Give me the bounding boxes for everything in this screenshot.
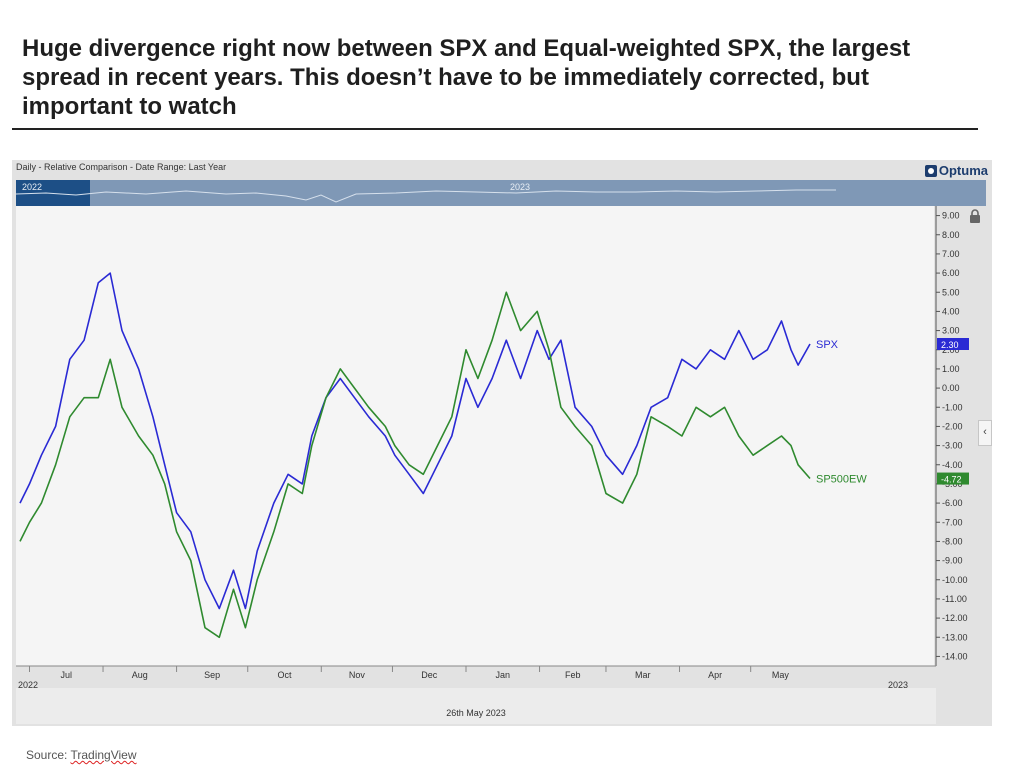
brand-label: Optuma xyxy=(938,163,988,178)
last-value-badge xyxy=(937,338,969,350)
date-footer: 26th May 2023 xyxy=(16,688,936,724)
navigator-year-left: 2022 xyxy=(22,182,43,192)
series-name-label: SPX xyxy=(816,339,839,351)
lock-icon[interactable] xyxy=(968,208,982,224)
y-tick-label: -9.00 xyxy=(942,556,963,566)
date-caption: 26th May 2023 xyxy=(446,708,506,718)
navigator-year-mid: 2023 xyxy=(510,182,531,192)
y-tick-label: 3.00 xyxy=(942,326,960,336)
chevron-left-icon[interactable]: ‹ xyxy=(978,420,992,446)
x-tick-label: Oct xyxy=(278,670,293,680)
last-value-label: -4.72 xyxy=(941,475,962,485)
x-tick-label: Jan xyxy=(496,670,511,680)
last-value-badge xyxy=(937,472,969,485)
relative-comparison-plot: 9.008.007.006.005.004.003.002.001.000.00… xyxy=(16,206,969,688)
source-prefix: Source: xyxy=(26,748,71,762)
y-tick-label: -10.00 xyxy=(942,575,968,585)
chart-panel: Daily - Relative Comparison - Date Range… xyxy=(12,160,992,726)
y-tick-label: -2.00 xyxy=(942,421,963,431)
y-tick-label: -12.00 xyxy=(942,613,968,623)
source-link[interactable]: TradingView xyxy=(70,748,137,762)
y-tick-label: 6.00 xyxy=(942,268,960,278)
y-tick-label: -13.00 xyxy=(942,632,968,642)
y-tick-label: -4.00 xyxy=(942,460,963,470)
last-value-label: 2.30 xyxy=(941,340,959,350)
x-year-label: 2022 xyxy=(18,680,38,688)
y-tick-label: -7.00 xyxy=(942,517,963,527)
y-tick-label: -14.00 xyxy=(942,651,968,661)
optuma-logo-icon: Optuma xyxy=(924,163,988,178)
x-tick-label: Feb xyxy=(565,670,581,680)
y-tick-label: -8.00 xyxy=(942,536,963,546)
headline-divider xyxy=(12,128,978,130)
y-tick-label: -3.00 xyxy=(942,441,963,451)
x-tick-label: Dec xyxy=(421,670,438,680)
y-tick-label: 4.00 xyxy=(942,306,960,316)
chart-header: Daily - Relative Comparison - Date Range… xyxy=(16,162,227,172)
y-tick-label: 8.00 xyxy=(942,230,960,240)
x-tick-label: May xyxy=(772,670,790,680)
x-tick-label: Aug xyxy=(132,670,148,680)
date-range-navigator[interactable]: 2022 2023 xyxy=(16,180,986,206)
x-year-label: 2023 xyxy=(888,680,908,688)
y-tick-label: 0.00 xyxy=(942,383,960,393)
y-axis: 9.008.007.006.005.004.003.002.001.000.00… xyxy=(936,211,968,661)
series-name-label: SP500EW xyxy=(816,474,867,486)
series-line-sp500ew xyxy=(19,291,811,639)
x-tick-label: Jul xyxy=(61,670,73,680)
y-tick-label: 9.00 xyxy=(942,211,960,221)
headline-line-1: Huge divergence right now between SPX an… xyxy=(22,35,911,62)
headline-line-3: important to watch xyxy=(22,93,237,120)
optuma-mark-icon xyxy=(924,164,937,177)
x-tick-label: Nov xyxy=(349,670,366,680)
headline-line-2: spread in recent years. This doesn’t hav… xyxy=(22,64,869,91)
plot-area xyxy=(16,206,934,666)
y-tick-label: 7.00 xyxy=(942,249,960,259)
y-tick-label: 1.00 xyxy=(942,364,960,374)
chart-headline: Huge divergence right now between SPX an… xyxy=(22,34,982,121)
y-tick-label: -6.00 xyxy=(942,498,963,508)
x-axis: Jul Aug Sep Oct Nov Dec Jan Feb Mar Apr May 2022 202… xyxy=(18,666,908,688)
series-label-layer: SPX 2.30 SP500EW -4.72 xyxy=(816,338,969,486)
x-tick-label: Apr xyxy=(708,670,722,680)
y-tick-label: -11.00 xyxy=(942,594,967,604)
x-tick-label: Mar xyxy=(635,670,651,680)
series-layer xyxy=(19,272,811,639)
x-tick-label: Sep xyxy=(204,670,220,680)
y-tick-label: -1.00 xyxy=(942,402,963,412)
y-tick-label: 5.00 xyxy=(942,287,960,297)
navigator-sparkline xyxy=(16,189,836,203)
series-line-spx xyxy=(19,272,811,610)
source-line: Source: TradingView xyxy=(26,748,137,762)
